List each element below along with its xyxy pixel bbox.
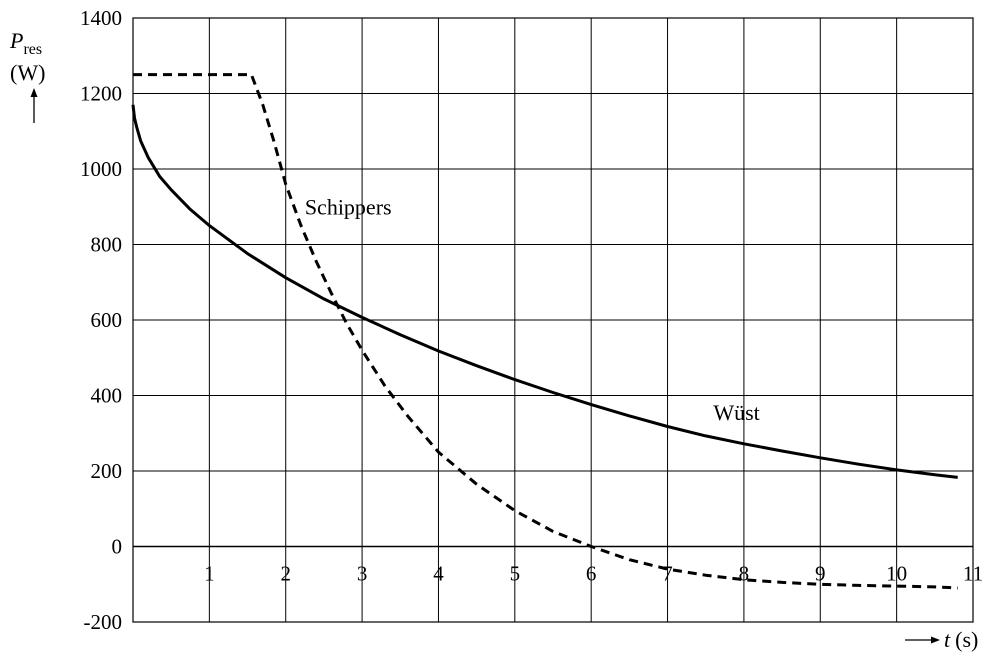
y-tick-label: -200 — [84, 610, 123, 634]
x-tick-label: 6 — [586, 562, 597, 586]
y-axis-label: Pres — [9, 28, 42, 58]
y-tick-label: 400 — [91, 384, 123, 408]
x-tick-label: 9 — [815, 562, 826, 586]
x-tick-label: 7 — [662, 562, 673, 586]
series-line-w-st — [131, 104, 958, 479]
x-tick-label: 1 — [204, 562, 215, 586]
y-tick-label: 800 — [91, 233, 123, 257]
x-axis-label: t (s) — [944, 627, 978, 652]
y-axis-symbol: P — [9, 28, 23, 53]
series-layer — [131, 73, 958, 590]
y-tick-label: 1000 — [80, 157, 122, 181]
y-tick-label: 1200 — [80, 82, 122, 106]
x-tick-label: 8 — [739, 562, 750, 586]
text-layer: -200 0 200 400 600 800 1000 1200 1400 1 2 3 4 5 6 7 8 9 10… — [80, 6, 983, 634]
y-tick-label: 1400 — [80, 6, 122, 30]
series-line-schippers — [133, 73, 958, 590]
x-tick-label: 10 — [886, 562, 907, 586]
x-axis-unit: (s) — [955, 627, 978, 652]
x-tick-label: 5 — [510, 562, 521, 586]
y-tick-label: 200 — [91, 459, 123, 483]
y-tick-label: 0 — [112, 535, 123, 559]
annotation-w-st: Wüst — [713, 400, 759, 425]
x-tick-label: 4 — [433, 562, 444, 586]
y-axis-subscript: res — [23, 41, 42, 58]
x-tick-label: 3 — [357, 562, 368, 586]
y-tick-label: 600 — [91, 308, 123, 332]
x-tick-label: 2 — [280, 562, 291, 586]
x-tick-label: 11 — [963, 562, 983, 586]
y-axis-unit: (W) — [10, 60, 45, 85]
x-axis-symbol: t — [944, 627, 951, 652]
x-axis-arrow-icon — [905, 636, 940, 644]
annotation-schippers: Schippers — [305, 194, 392, 219]
y-axis-arrow-icon — [30, 88, 38, 123]
